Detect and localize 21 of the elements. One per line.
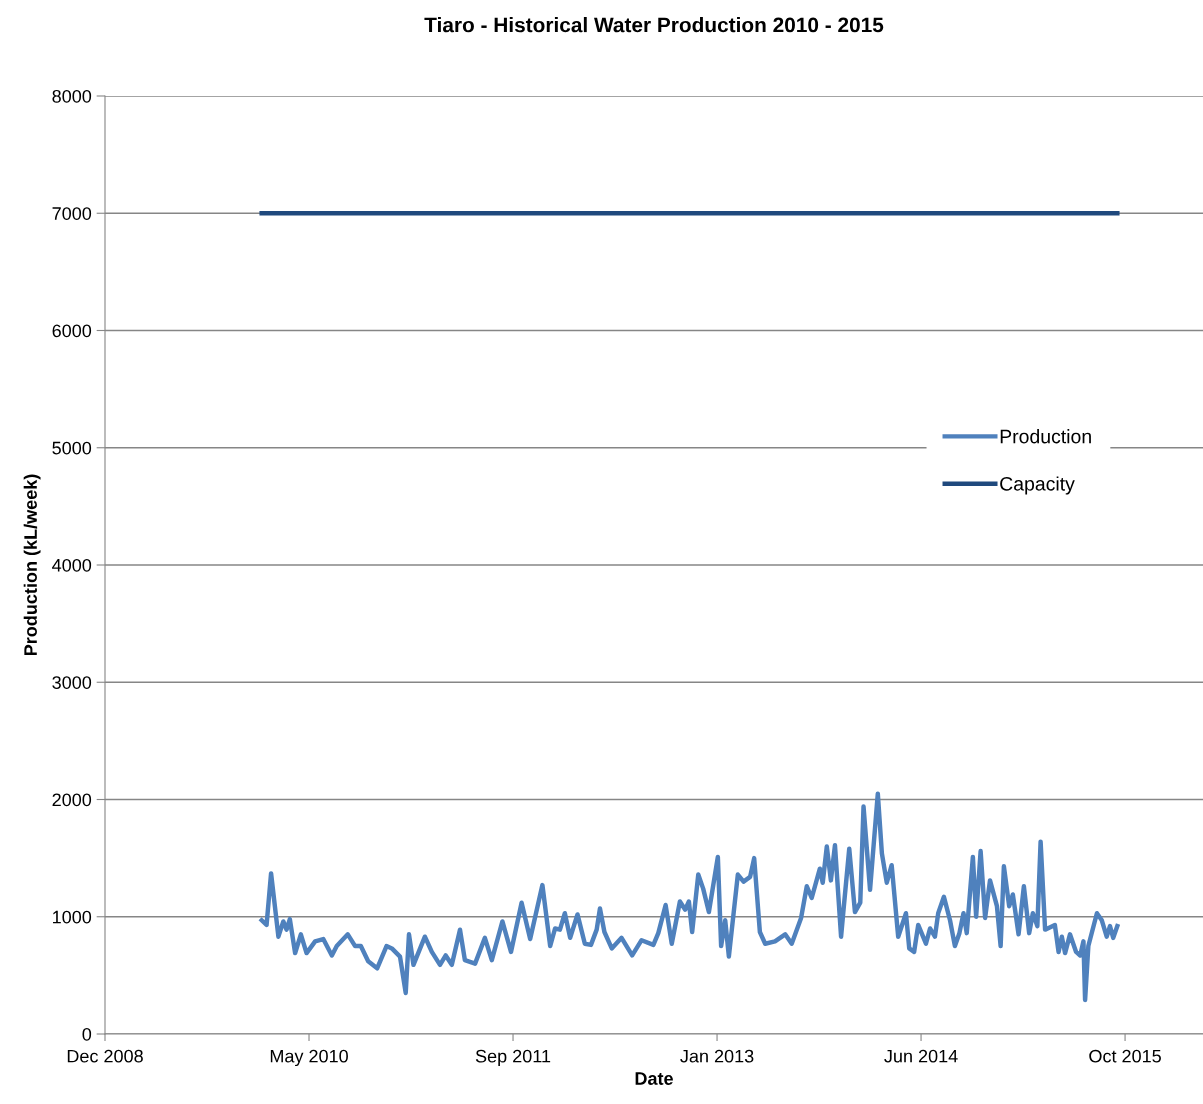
y-tick-label: 6000: [52, 324, 92, 338]
x-tick-label: May 2010: [270, 1049, 348, 1067]
x-tick-label: Jan 2013: [680, 1049, 754, 1063]
x-tick-label: Dec 2008: [67, 1049, 143, 1063]
x-axis-title: Date: [635, 1072, 673, 1085]
y-tick-label: 3000: [52, 676, 92, 689]
x-tick-label: Oct 2015: [1089, 1049, 1161, 1063]
y-tick-label: 1000: [53, 910, 92, 924]
y-tick-label: 4000: [52, 558, 92, 572]
x-tick-label: Sep 2011: [475, 1049, 551, 1067]
chart-title: Tiaro - Historical Water Production 2010 - 2015: [424, 17, 884, 33]
y-axis-title: Production (kL/week): [23, 474, 41, 656]
y-tick-label: 0: [82, 1027, 92, 1041]
legend-label: Capacity: [1000, 476, 1075, 495]
legend-label: Production: [1000, 429, 1091, 444]
y-tick-label: 8000: [52, 89, 92, 103]
x-tick-label: Jun 2014: [884, 1049, 958, 1063]
line-series: [259, 791, 1120, 1003]
y-tick-label: 7000: [52, 207, 92, 220]
y-tick-label: 2000: [52, 793, 92, 807]
y-tick-label: 5000: [52, 441, 92, 455]
